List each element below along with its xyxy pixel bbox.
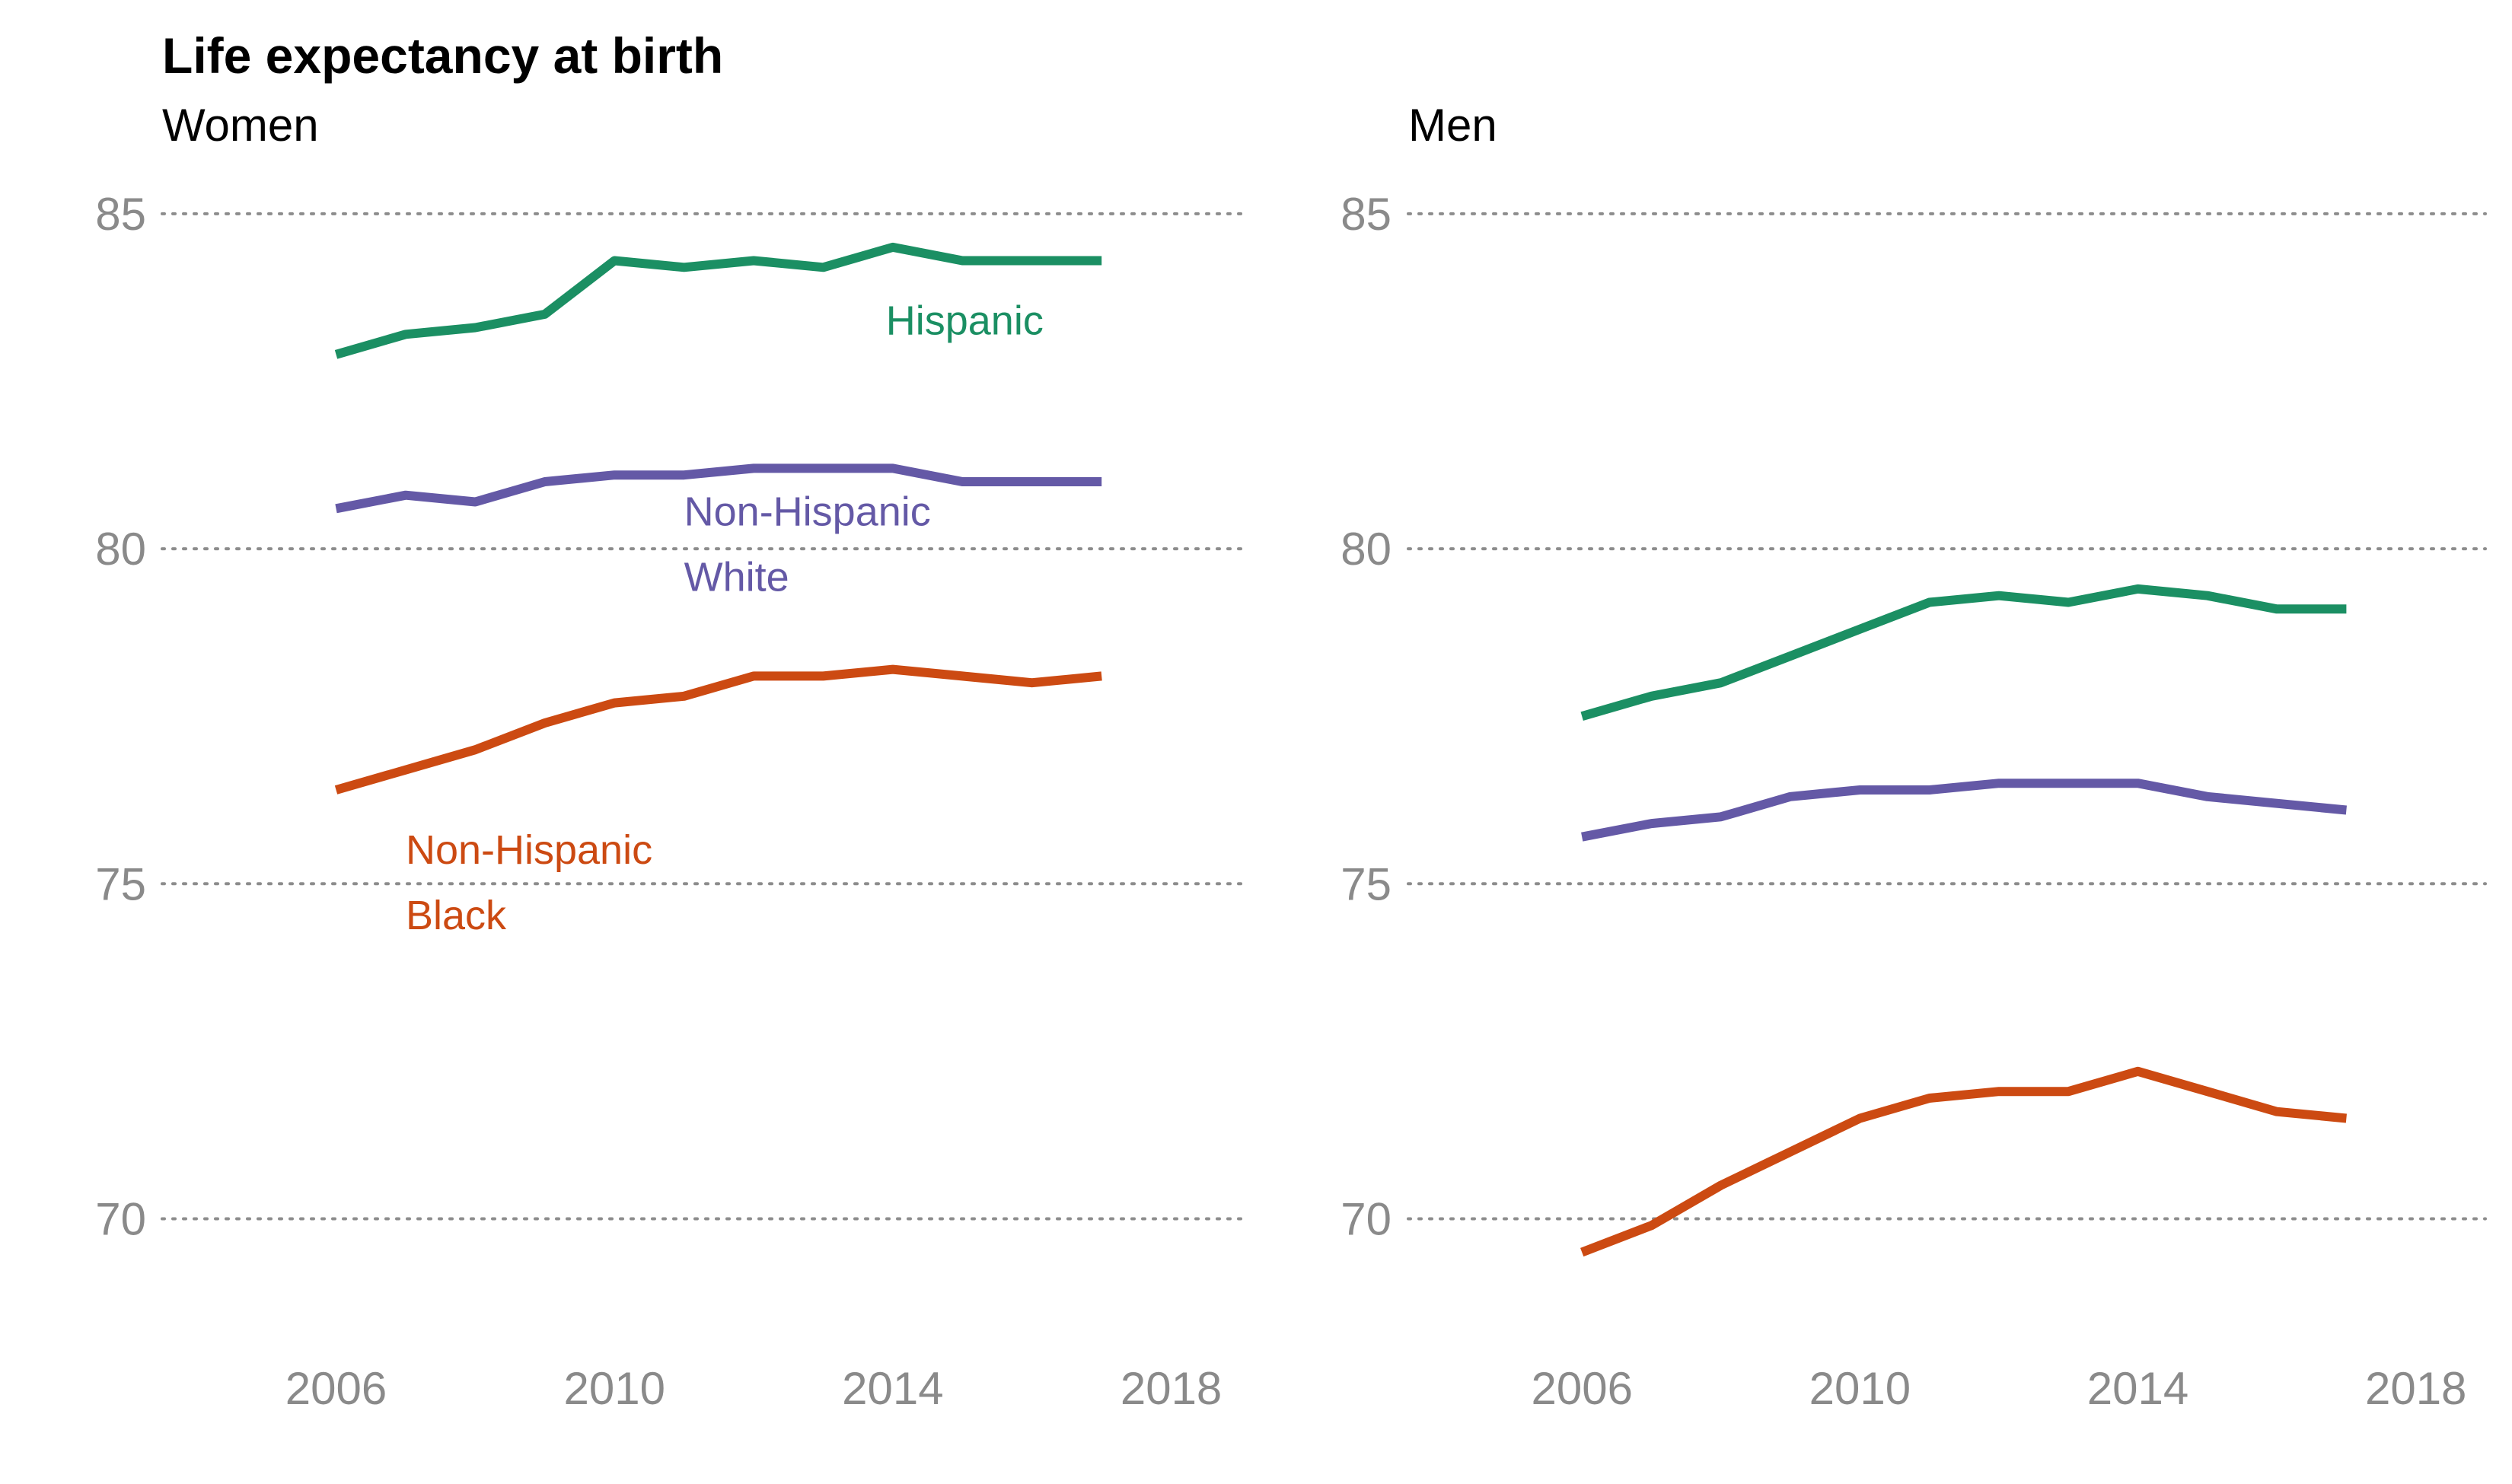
series-line-non-hispanic-black-men [1580, 1066, 2347, 1257]
y-tick-label-women-85: 85 [95, 189, 146, 240]
x-tick-label-women-2014: 2014 [842, 1363, 943, 1414]
series-label-non-hispanic-black: Non-Hispanic Black [406, 827, 652, 938]
panel-men: Men 70 75 80 85 2006 2010 2014 2018 [1340, 100, 2487, 1414]
y-tick-label-women-80: 80 [95, 524, 146, 575]
series-line-hispanic-women [334, 242, 1102, 359]
series-line-non-hispanic-black-women [334, 664, 1102, 795]
x-tick-label-women-2010: 2010 [563, 1363, 665, 1414]
x-tick-label-men-2018: 2018 [2365, 1363, 2466, 1414]
y-tick-label-men-70: 70 [1340, 1194, 1391, 1245]
panel-women: Women 70 75 80 85 2006 2010 2014 2018 Hispanic No… [95, 100, 1242, 1414]
series-line-non-hispanic-white-women [335, 463, 1102, 514]
panel-title-men: Men [1408, 100, 1497, 151]
series-label-line: White [684, 554, 789, 600]
y-tick-label-women-75: 75 [95, 858, 146, 909]
series-label-line: Black [406, 893, 507, 938]
series-line-hispanic-men [1580, 584, 2347, 721]
x-tick-label-women-2006: 2006 [285, 1363, 387, 1414]
panel-title-women: Women [162, 100, 319, 151]
y-tick-label-men-75: 75 [1340, 858, 1391, 909]
series-label-line: Non-Hispanic [684, 489, 931, 534]
y-tick-label-women-70: 70 [95, 1194, 146, 1245]
series-label-line: Non-Hispanic [406, 827, 652, 873]
x-tick-label-men-2010: 2010 [1809, 1363, 1911, 1414]
series-line-non-hispanic-white-men [1581, 779, 2347, 842]
series-label-hispanic: Hispanic [886, 298, 1044, 343]
x-tick-label-men-2006: 2006 [1531, 1363, 1632, 1414]
series-label-line: Hispanic [886, 298, 1044, 343]
x-tick-label-men-2014: 2014 [2087, 1363, 2188, 1414]
x-tick-label-women-2018: 2018 [1121, 1363, 1222, 1414]
y-tick-label-men-80: 80 [1340, 524, 1391, 575]
y-tick-label-men-85: 85 [1340, 189, 1391, 240]
series-label-non-hispanic-white: Non-Hispanic White [684, 489, 931, 600]
chart-title: Life expectancy at birth [162, 27, 723, 84]
